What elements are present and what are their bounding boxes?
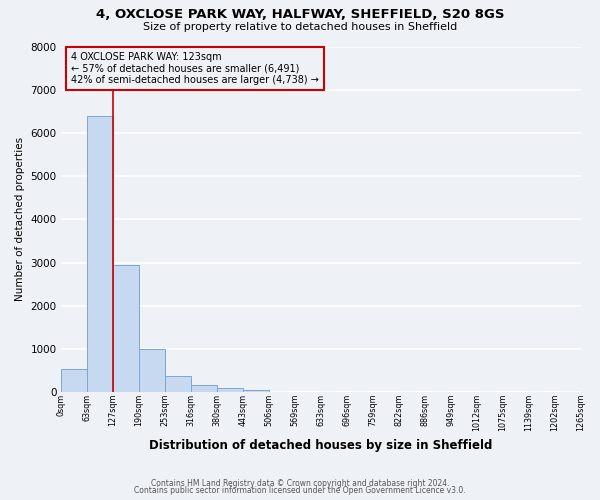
Bar <box>61 368 87 392</box>
Bar <box>217 388 243 392</box>
X-axis label: Distribution of detached houses by size in Sheffield: Distribution of detached houses by size … <box>149 440 493 452</box>
Text: 4 OXCLOSE PARK WAY: 123sqm
← 57% of detached houses are smaller (6,491)
42% of s: 4 OXCLOSE PARK WAY: 123sqm ← 57% of deta… <box>71 52 319 85</box>
Text: Contains public sector information licensed under the Open Government Licence v3: Contains public sector information licen… <box>134 486 466 495</box>
Bar <box>191 386 217 392</box>
Text: Contains HM Land Registry data © Crown copyright and database right 2024.: Contains HM Land Registry data © Crown c… <box>151 478 449 488</box>
Bar <box>113 265 139 392</box>
Text: 4, OXCLOSE PARK WAY, HALFWAY, SHEFFIELD, S20 8GS: 4, OXCLOSE PARK WAY, HALFWAY, SHEFFIELD,… <box>96 8 504 20</box>
Bar <box>139 349 165 393</box>
Bar <box>243 390 269 392</box>
Y-axis label: Number of detached properties: Number of detached properties <box>15 138 25 302</box>
Bar <box>165 376 191 392</box>
Text: Size of property relative to detached houses in Sheffield: Size of property relative to detached ho… <box>143 22 457 32</box>
Bar <box>87 116 113 392</box>
